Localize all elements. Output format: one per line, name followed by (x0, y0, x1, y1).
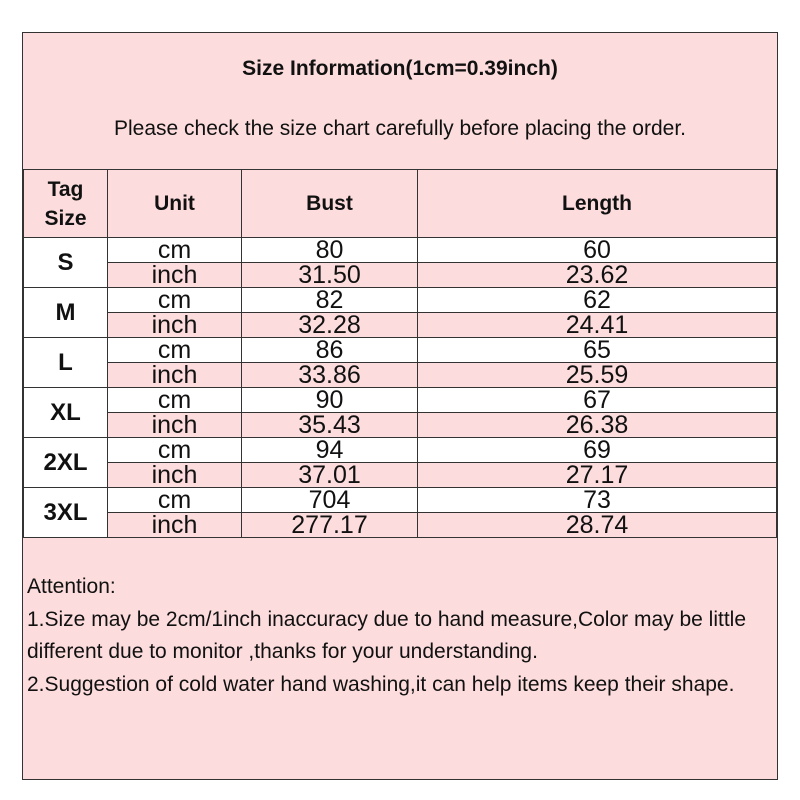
bust-cell: 37.01 (241, 462, 418, 488)
attention-notes: Attention: 1.Size may be 2cm/1inch inacc… (27, 571, 773, 701)
length-cell: 69 (417, 437, 777, 463)
table-row-3XL-inch: inch 277.17 28.74 (24, 512, 777, 538)
tag-size-cell: XL (23, 387, 108, 438)
bust-cell: 33.86 (241, 362, 418, 388)
table-row-XL-inch: inch 35.43 26.38 (24, 412, 777, 438)
table-row-2XL-inch: inch 37.01 27.17 (24, 462, 777, 488)
unit-cell: inch (107, 512, 242, 538)
tag-size-cell: M (23, 287, 108, 338)
note-1: 1.Size may be 2cm/1inch inaccuracy due t… (27, 607, 747, 664)
unit-cell: inch (107, 462, 242, 488)
tag-size-cell: S (23, 237, 108, 288)
length-cell: 26.38 (417, 412, 777, 438)
unit-cell: inch (107, 312, 242, 338)
bust-cell: 94 (241, 437, 418, 463)
tag-size-cell: L (23, 337, 108, 388)
table-row-S-inch: inch 31.50 23.62 (24, 262, 777, 288)
length-cell: 67 (417, 387, 777, 413)
header-tag-label: Tag (47, 177, 84, 201)
header-length: Length (417, 169, 777, 238)
header-tag-size: Tag Size (23, 169, 108, 238)
length-cell: 28.74 (417, 512, 777, 538)
bust-cell: 32.28 (241, 312, 418, 338)
tag-size-cell: 2XL (23, 437, 108, 488)
table-row-L-inch: inch 33.86 25.59 (24, 362, 777, 388)
length-cell: 73 (417, 487, 777, 513)
chart-subtitle: Please check the size chart carefully be… (114, 117, 686, 140)
length-cell: 27.17 (417, 462, 777, 488)
bust-cell: 704 (241, 487, 418, 513)
unit-cell: cm (107, 387, 242, 413)
unit-cell: cm (107, 487, 242, 513)
bust-cell: 86 (241, 337, 418, 363)
table-row-2XL-cm: 2XL cm 94 69 (23, 437, 777, 488)
chart-title: Size Information(1cm=0.39inch) (242, 57, 558, 80)
length-cell: 23.62 (417, 262, 777, 288)
bust-cell: 277.17 (241, 512, 418, 538)
bust-cell: 82 (241, 287, 418, 313)
unit-cell: cm (107, 237, 242, 263)
tag-size-cell: 3XL (23, 487, 108, 538)
bust-cell: 90 (241, 387, 418, 413)
table-row-M-inch: inch 32.28 24.41 (24, 312, 777, 338)
notes-heading: Attention: (27, 575, 116, 598)
length-cell: 24.41 (417, 312, 777, 338)
bust-cell: 31.50 (241, 262, 418, 288)
note-2: 2.Suggestion of cold water hand washing,… (27, 672, 735, 696)
bust-cell: 80 (241, 237, 418, 263)
header-unit: Unit (107, 169, 242, 238)
table-row-XL-cm: XL cm 90 67 (23, 387, 777, 438)
bust-cell: 35.43 (241, 412, 418, 438)
header-bust: Bust (241, 169, 418, 238)
unit-cell: inch (107, 412, 242, 438)
unit-cell: inch (107, 262, 242, 288)
header-size-label: Size (44, 206, 87, 230)
length-cell: 25.59 (417, 362, 777, 388)
unit-cell: cm (107, 337, 242, 363)
unit-cell: cm (107, 287, 242, 313)
length-cell: 65 (417, 337, 777, 363)
size-chart: Size Information(1cm=0.39inch) Please ch… (22, 32, 778, 780)
unit-cell: cm (107, 437, 242, 463)
unit-cell: inch (107, 362, 242, 388)
header-row: Tag Size Unit Bust Length (23, 169, 777, 238)
table-row-3XL-cm: 3XL cm 704 73 (23, 487, 777, 538)
length-cell: 60 (417, 237, 777, 263)
length-cell: 62 (417, 287, 777, 313)
